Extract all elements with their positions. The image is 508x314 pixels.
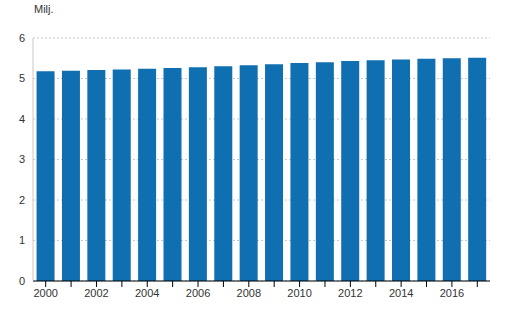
svg-text:2012: 2012 xyxy=(338,287,362,299)
svg-text:2008: 2008 xyxy=(237,287,261,299)
svg-text:2000: 2000 xyxy=(33,287,57,299)
svg-text:2002: 2002 xyxy=(84,287,108,299)
svg-text:0: 0 xyxy=(19,275,25,287)
svg-text:2010: 2010 xyxy=(287,287,311,299)
svg-text:2: 2 xyxy=(19,194,25,206)
svg-text:2014: 2014 xyxy=(389,287,413,299)
svg-text:2006: 2006 xyxy=(186,287,210,299)
svg-text:3: 3 xyxy=(19,153,25,165)
svg-text:6: 6 xyxy=(19,32,25,44)
svg-text:4: 4 xyxy=(19,113,25,125)
svg-text:1: 1 xyxy=(19,234,25,246)
svg-text:2004: 2004 xyxy=(135,287,159,299)
html-text:Milj.: Milj. xyxy=(34,3,54,15)
svg-text:2016: 2016 xyxy=(440,287,464,299)
svg-text:5: 5 xyxy=(19,72,25,84)
